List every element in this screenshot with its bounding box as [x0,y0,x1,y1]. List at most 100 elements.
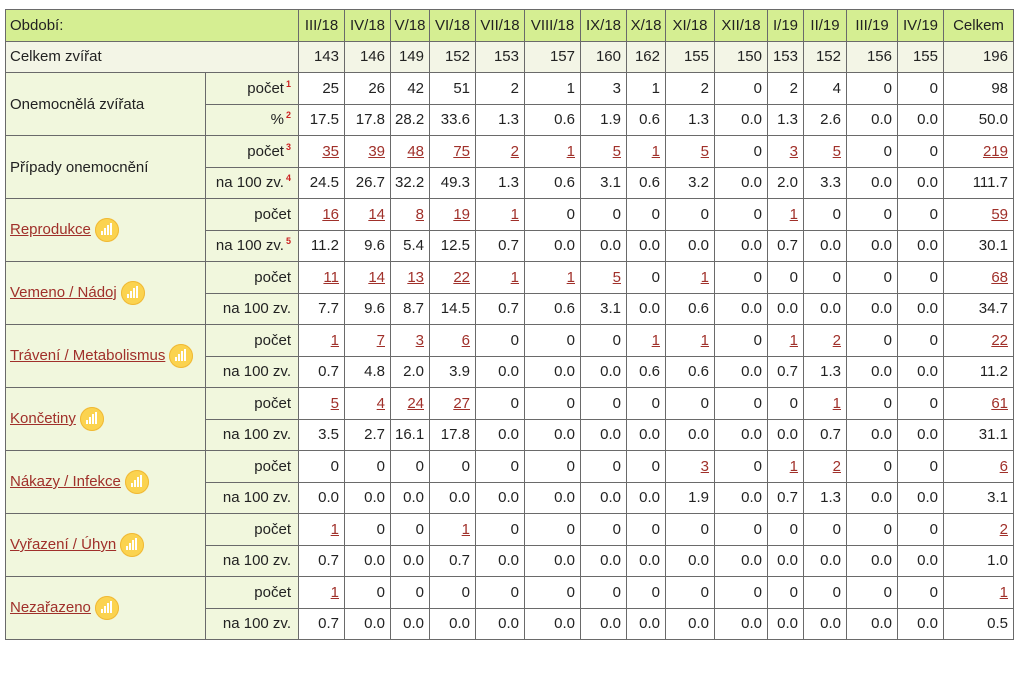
value-link[interactable]: 4 [376,394,385,412]
value-link[interactable]: 5 [832,142,841,160]
table-row: % 2 17.5 17.8 28.2 33.6 1.3 0.6 1.9 0.6 1.3 0.0 1.3 2… [6,103,1014,136]
value-link[interactable]: 3 [700,457,709,475]
value-link[interactable]: 14 [368,205,385,223]
bar-chart-icon[interactable] [120,281,145,305]
value-link[interactable]: 1 [789,331,798,349]
value-cell: 0 [803,261,847,294]
value-cell: 0.0 [714,418,768,451]
bar-chart-icon[interactable] [169,344,194,368]
value-link[interactable]: 3 [415,331,424,349]
row-label: na 100 zv. [222,300,291,318]
value-cell: 0.0 [626,418,666,451]
period-header: I/19 [767,9,804,42]
value-link[interactable]: 22 [453,268,470,286]
value-cell: 0.0 [390,607,430,640]
value-cell: 0.7 [803,418,847,451]
value-cell: 1 [429,513,476,546]
value-link[interactable]: 27 [453,394,470,412]
value-link[interactable]: 3 [789,142,798,160]
value-link[interactable]: 1 [510,205,519,223]
value-link[interactable]: 5 [330,394,339,412]
value-link[interactable]: 1 [651,142,660,160]
value-cell: 25 [298,72,345,105]
value-link[interactable]: 1 [789,205,798,223]
bar-chart-icon[interactable] [94,596,119,620]
group-label-cell: Nezařazeno [5,576,206,640]
table-row: na 100 zv. 0.7 0.0 0.0 0.7 0.0 0.0 0.0 0.0 0.0 0.0… [6,544,1014,577]
group-label-cell: Vyřazení / Úhyn [5,513,206,577]
bar-chart-icon[interactable] [94,218,119,242]
value-link[interactable]: 1 [700,331,709,349]
period-header: III/18 [298,9,345,42]
group-link[interactable]: Vyřazení / Úhyn [10,535,117,553]
value-link[interactable]: 5 [700,142,709,160]
value-link[interactable]: 59 [991,205,1008,223]
group-label-cell: Končetiny [5,387,206,451]
value-cell: 0.0 [580,607,627,640]
group-link[interactable]: Končetiny [10,409,76,427]
row-total-cell: 6 [943,450,1014,483]
group-link[interactable]: Nákazy / Infekce [10,472,121,490]
value-link[interactable]: 5 [612,142,621,160]
value-link[interactable]: 1 [330,331,339,349]
group-link[interactable]: Trávení / Metabolismus [10,346,166,364]
value-cell: 0.0 [897,481,944,514]
value-link[interactable]: 22 [991,331,1008,349]
value-cell: 48 [390,135,430,168]
value-link[interactable]: 13 [407,268,424,286]
row-total-cell: 111.7 [943,166,1014,199]
value-link[interactable]: 1 [330,520,339,538]
value-link[interactable]: 1 [700,268,709,286]
value-link[interactable]: 1 [651,331,660,349]
value-link[interactable]: 1 [832,394,841,412]
value-cell: 0 [714,72,768,105]
value-link[interactable]: 6 [461,331,470,349]
group-label: Onemocnělá zvířata [10,95,145,113]
value-link[interactable]: 39 [368,142,385,160]
value-link[interactable]: 8 [415,205,424,223]
value-cell: 1 [767,324,804,357]
value-link[interactable]: 75 [453,142,470,160]
bar-chart-icon[interactable] [124,470,149,494]
value-link[interactable]: 68 [991,268,1008,286]
row-label: na 100 zv. [215,174,284,192]
value-link[interactable]: 24 [407,394,424,412]
value-link[interactable]: 2 [999,520,1008,538]
group-link[interactable]: Vemeno / Nádoj [10,283,117,301]
group-link[interactable]: Nezařazeno [10,598,91,616]
value-link[interactable]: 19 [453,205,470,223]
value-link[interactable]: 6 [999,457,1008,475]
bar-chart-icon[interactable] [120,533,145,557]
value-link[interactable]: 1 [510,268,519,286]
value-link[interactable]: 2 [510,142,519,160]
value-link[interactable]: 48 [407,142,424,160]
value-cell: 17.5 [298,103,345,136]
value-link[interactable]: 14 [368,268,385,286]
value-link[interactable]: 1 [999,583,1008,601]
value-cell: 75 [429,135,476,168]
value-link[interactable]: 7 [376,331,385,349]
value-cell: 5 [298,387,345,420]
value-link[interactable]: 16 [322,205,339,223]
value-link[interactable]: 1 [330,583,339,601]
value-link[interactable]: 1 [566,268,575,286]
row-label-cell: na 100 zv. [205,481,299,514]
group-link[interactable]: Reprodukce [10,220,91,238]
value-link[interactable]: 11 [323,268,339,286]
value-link[interactable]: 35 [322,142,339,160]
value-link[interactable]: 219 [982,142,1008,160]
value-cell: 0 [846,450,898,483]
value-cell: 0.0 [803,229,847,262]
value-cell: 0.0 [714,607,768,640]
value-link[interactable]: 2 [832,331,841,349]
bar-chart-icon[interactable] [79,407,104,431]
value-link[interactable]: 2 [832,457,841,475]
value-link[interactable]: 5 [612,268,621,286]
value-link[interactable]: 1 [566,142,575,160]
value-link[interactable]: 1 [461,520,470,538]
value-link[interactable]: 1 [789,457,798,475]
value-cell: 0 [475,387,525,420]
value-cell: 0.0 [390,481,430,514]
value-link[interactable]: 61 [991,394,1008,412]
row-total-cell: 0.5 [943,607,1014,640]
